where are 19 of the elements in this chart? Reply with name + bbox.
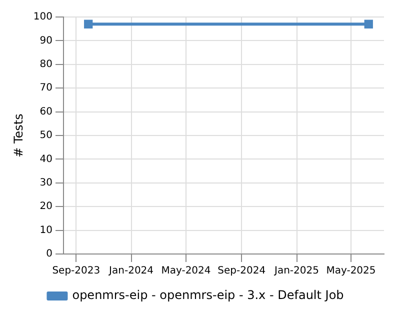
y-tick-label: 40 — [40, 154, 52, 165]
x-tick-label: Sep-2024 — [218, 266, 266, 277]
y-axis-title: # Tests — [11, 114, 26, 158]
x-tick-label: Sep-2023 — [52, 266, 100, 277]
x-tick-label: Jan-2024 — [108, 266, 154, 277]
y-tick-label: 50 — [40, 130, 52, 142]
y-tick-label: 60 — [40, 106, 52, 118]
legend-label: openmrs-eip - openmrs-eip - 3.x - Default Job — [72, 288, 344, 302]
y-tick-label: 90 — [40, 35, 52, 46]
x-tick-label: May-2024 — [161, 266, 211, 277]
x-tick-label: May-2025 — [326, 266, 376, 277]
y-tick-label: 100 — [33, 12, 52, 23]
y-tick-label: 10 — [40, 224, 52, 236]
y-tick-label: 30 — [40, 177, 52, 188]
y-tick-label: 20 — [40, 201, 52, 212]
y-tick-label: 70 — [40, 82, 52, 94]
x-tick-label: Jan-2025 — [274, 266, 319, 277]
y-tick-label: 0 — [46, 248, 52, 260]
y-tick-label: 80 — [40, 58, 52, 70]
